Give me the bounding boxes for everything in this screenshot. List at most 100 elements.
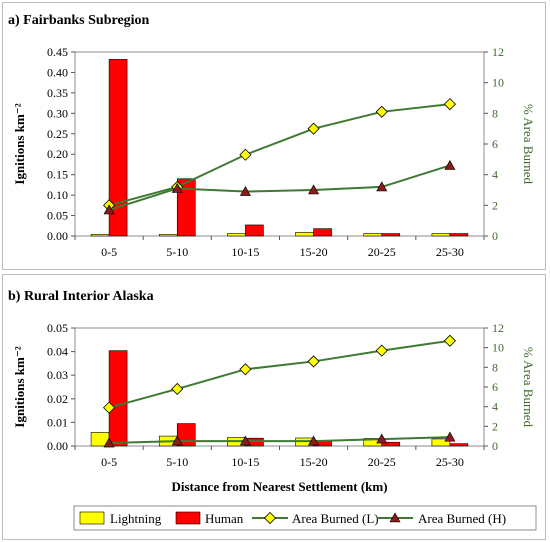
point-area-burned-h [444, 159, 456, 170]
point-area-burned-l [171, 382, 184, 396]
y-axis-title: Ignitions km⁻² [12, 346, 27, 427]
y-tick-label: 0.01 [47, 415, 68, 429]
legend-marker [263, 511, 277, 525]
bar-lightning [90, 234, 110, 237]
plot-area [74, 51, 485, 237]
point-area-burned-h [444, 431, 456, 442]
y-tick-label: 0.30 [47, 106, 68, 120]
y2-axis-title: % Area Burned [521, 347, 536, 428]
bar-lightning [158, 234, 178, 237]
legend-label: Lightning [110, 511, 162, 526]
y2-tick-label: 8 [492, 106, 498, 120]
x-tick-label: 10-15 [231, 455, 259, 469]
point-area-burned-h [376, 181, 388, 192]
bar-human [381, 233, 401, 237]
y2-tick-label: 0 [492, 229, 498, 243]
point-area-burned-l [103, 401, 116, 414]
panel-b: b) Rural Interior Alaska 0.00 0.01 0.02 0.03… [8, 289, 536, 494]
x-tick-label: 15-20 [300, 245, 328, 259]
panel-a: a) Fairbanks Subregion 0.00 0.05 0.10 0.15 0.… [8, 13, 536, 259]
chart-title: b) Rural Interior Alaska [8, 289, 154, 304]
bar-human [108, 59, 128, 237]
point-area-burned-h [376, 433, 388, 444]
y-tick-label: 0.40 [47, 65, 68, 79]
y-tick-label: 0.00 [47, 439, 68, 453]
y-tick-label: 0.00 [47, 229, 68, 243]
point-area-burned-l [443, 98, 456, 111]
bar-human [245, 224, 264, 237]
bar-human [313, 228, 332, 237]
point-area-burned-h [239, 435, 251, 446]
y2-tick-label: 10 [492, 76, 504, 90]
point-area-burned-h [171, 182, 183, 193]
y2-tick-label: 6 [492, 380, 498, 394]
y-tick-label: 0.04 [47, 345, 68, 359]
bar-human [108, 350, 128, 447]
point-area-burned-h [308, 435, 320, 446]
chart-title: a) Fairbanks Subregion [8, 13, 150, 28]
y-tick-label: 0.15 [47, 168, 68, 182]
x-axis-title: Distance from Nearest Settlement (km) [171, 479, 387, 494]
legend-box [73, 505, 537, 531]
panel-b-frame [2, 274, 546, 540]
y2-tick-label: 4 [492, 168, 498, 182]
bar-human [381, 441, 401, 447]
legend-swatch [175, 511, 201, 525]
legend-label: Human [205, 511, 244, 526]
point-area-burned-l [375, 344, 388, 357]
y2-tick-label: 12 [492, 45, 504, 59]
point-area-burned-l [443, 334, 456, 347]
x-tick-label: 5-10 [166, 455, 188, 469]
y2-tick-label: 4 [492, 400, 498, 414]
y2-tick-label: 12 [492, 321, 504, 335]
point-area-burned-h [171, 435, 183, 446]
y2-tick-label: 2 [492, 419, 498, 433]
point-area-burned-h [103, 437, 115, 448]
y-tick-label: 0.02 [47, 392, 68, 406]
legend-label: Area Burned (L) [292, 511, 379, 526]
line-area-burned-h [109, 436, 450, 445]
legend-label: Area Burned (H) [418, 511, 506, 526]
y2-tick-label: 2 [492, 198, 498, 212]
y-tick-label: 0.25 [47, 127, 68, 141]
x-tick-label: 15-20 [300, 455, 328, 469]
legend: Lightning Human Area Burned (L) Area Burned… [73, 505, 537, 531]
legend-swatch [79, 511, 105, 525]
bar-lightning [431, 233, 451, 237]
bar-lightning [295, 232, 314, 237]
point-area-burned-l [239, 148, 252, 161]
y-tick-label: 0.03 [47, 368, 68, 382]
x-tick-label: 10-15 [231, 245, 259, 259]
line-area-burned-l [108, 103, 451, 207]
bar-lightning [431, 438, 451, 447]
y-tick-label: 0.05 [47, 209, 68, 223]
y-tick-label: 0.35 [47, 86, 68, 100]
y-tick-label: 0.10 [47, 188, 68, 202]
panel-a-frame [2, 2, 546, 270]
legend-marker [389, 512, 401, 523]
line-area-burned-h [108, 164, 451, 211]
x-tick-label: 0-5 [101, 245, 117, 259]
point-area-burned-l [375, 105, 388, 118]
y2-tick-label: 8 [492, 360, 498, 374]
x-tick-label: 0-5 [101, 455, 117, 469]
x-tick-label: 20-25 [368, 245, 396, 259]
y2-tick-label: 6 [492, 137, 498, 151]
x-tick-label: 20-25 [368, 455, 396, 469]
point-area-burned-h [239, 185, 251, 196]
bar-human [449, 233, 469, 237]
point-area-burned-l [307, 122, 320, 135]
point-area-burned-h [103, 204, 115, 215]
x-tick-label: 25-30 [436, 455, 464, 469]
point-area-burned-h [308, 184, 320, 195]
y-axis-title: Ignitions km⁻² [12, 103, 27, 184]
y-tick-label: 0.05 [47, 321, 68, 335]
bar-human [176, 178, 196, 237]
bar-human [449, 443, 469, 447]
point-area-burned-l [239, 363, 252, 376]
x-tick-label: 5-10 [166, 245, 188, 259]
line-area-burned-l [108, 339, 451, 409]
y2-tick-label: 0 [492, 439, 498, 453]
bar-lightning [227, 233, 246, 237]
